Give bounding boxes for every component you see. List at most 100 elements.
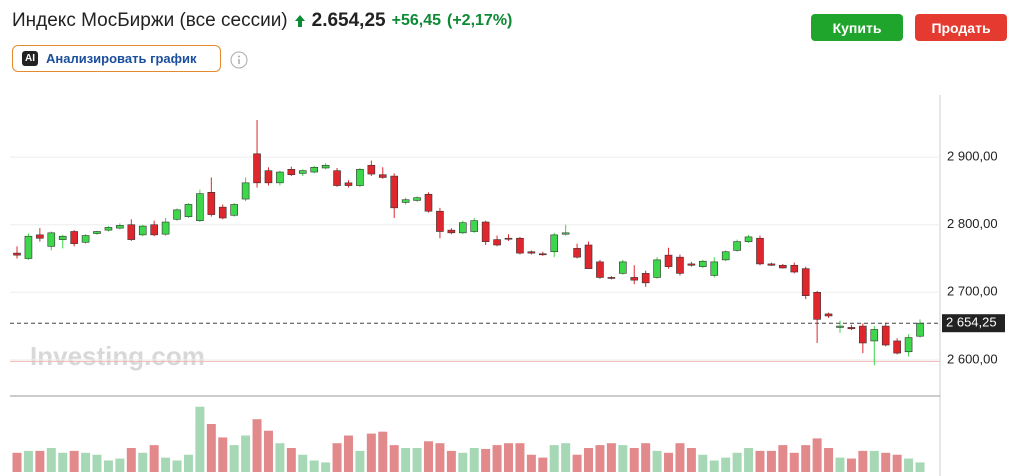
volume-bar (355, 450, 365, 472)
volume-bar (275, 443, 285, 472)
volume-bar (458, 452, 468, 472)
volume-bar (195, 406, 205, 472)
sell-button[interactable]: Продать (915, 14, 1007, 41)
volume-bar (321, 462, 331, 472)
volume-bar (58, 452, 68, 472)
candle-body (779, 264, 787, 269)
volume-bar (595, 445, 605, 472)
volume-bar (138, 452, 148, 472)
volume-bar (172, 460, 182, 472)
candle-body (561, 232, 570, 235)
candle-body (81, 235, 90, 243)
title: Индекс МосБиржи (все сессии) (12, 10, 288, 31)
volume-bar (103, 460, 113, 472)
y-tick-label: 2 900,00 (947, 149, 998, 164)
candle-body (767, 263, 776, 266)
buy-button[interactable]: Купить (811, 14, 903, 41)
candle-body (538, 253, 547, 256)
up-arrow (294, 15, 305, 27)
candle-body (733, 241, 741, 251)
volume-bar (618, 445, 628, 472)
volume-bar (606, 443, 616, 472)
candle-body (801, 268, 810, 296)
candle-body (607, 277, 616, 279)
candle-body (619, 261, 627, 274)
candle-body (824, 313, 833, 317)
candle-body (596, 261, 604, 278)
volume-bar (504, 443, 514, 472)
volume-bar (149, 445, 159, 472)
candle-body (470, 220, 479, 232)
candle-body (481, 221, 490, 242)
candle-body (687, 263, 696, 266)
volume-bar (423, 441, 433, 472)
volume-bar (492, 445, 502, 472)
candle-body (390, 175, 399, 209)
volume-bar (161, 457, 171, 472)
volume-bar (641, 443, 651, 472)
volume-bar (812, 438, 822, 472)
volume-bar (378, 431, 388, 472)
volume-bar (401, 448, 411, 472)
candle-body (699, 260, 707, 267)
ai-badge: AI (22, 51, 38, 66)
volume-bar (229, 445, 239, 472)
volume-bar (23, 450, 33, 472)
candle-body (276, 171, 284, 184)
volume-bar (435, 443, 445, 472)
change: +56,45 (391, 12, 441, 29)
candle-body (573, 248, 581, 258)
last-price-box (942, 314, 1005, 333)
volume-bar (481, 448, 491, 472)
candle-body (196, 193, 204, 221)
y-tick-label: 2 700,00 (947, 284, 998, 299)
candle-body (836, 325, 844, 328)
analyze-label: Анализировать график (46, 51, 197, 66)
candle-body (516, 237, 524, 254)
volume-bar (801, 445, 811, 472)
candle-body (721, 251, 730, 261)
volume-bar (218, 437, 228, 472)
volume-bar (389, 445, 399, 472)
volume-bar (778, 445, 788, 472)
candle-body (70, 231, 78, 244)
volume-bar (92, 454, 102, 472)
volume-bar (126, 448, 136, 472)
volume-bar (686, 448, 696, 472)
candle-body (310, 166, 318, 173)
volume-bar (309, 460, 319, 472)
volume-bar (652, 450, 662, 472)
candle-body (13, 252, 21, 256)
watermark: Investing.com (30, 341, 205, 371)
volume-bar (252, 419, 262, 472)
candle-body (36, 234, 44, 239)
volume-bar (412, 448, 422, 472)
candle-body (493, 239, 501, 246)
change-pct: (+2,17%) (447, 12, 513, 29)
candle-body (413, 197, 421, 201)
info-icon[interactable] (230, 51, 248, 69)
candle-body (287, 169, 296, 176)
analyze-button[interactable]: AI Анализировать график (12, 45, 221, 72)
candle-body (150, 224, 158, 236)
volume-bar (469, 448, 479, 472)
volume-bar (446, 450, 456, 472)
candle-body (241, 182, 250, 200)
volume-bar (206, 424, 216, 472)
candle-body (916, 322, 924, 337)
candle-body (127, 224, 136, 240)
candle-body (664, 254, 673, 267)
candle-body (116, 225, 124, 229)
candle-body (47, 232, 56, 247)
volume-bar (572, 454, 582, 472)
candle-body (218, 206, 227, 219)
volume-bar (675, 443, 685, 472)
candle-body (744, 236, 753, 242)
candle-body (630, 277, 639, 281)
volume-bar (286, 448, 296, 472)
volume-bar (549, 445, 559, 472)
volume-bar (584, 448, 594, 472)
volume-bar (824, 448, 834, 472)
volume-bar (115, 458, 125, 472)
